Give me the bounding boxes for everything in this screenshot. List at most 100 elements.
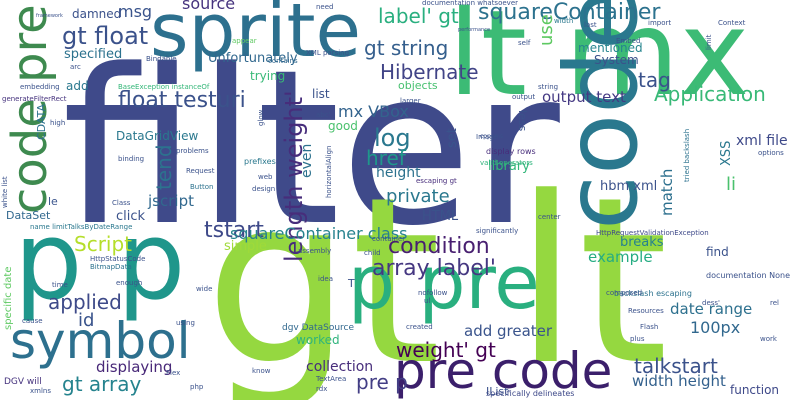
word-example: example [588, 248, 653, 266]
word-t: T [348, 277, 355, 290]
word-condition: condition [388, 234, 490, 259]
word-tag: tag [638, 68, 671, 92]
word-add-greater: add greater [464, 322, 553, 340]
word-xmlns: xmlns [30, 387, 51, 395]
word-flex: Flex [166, 369, 181, 377]
word-problems: problems [176, 147, 209, 155]
word-generatefilterrect: generateFilterRect [2, 95, 67, 103]
word-unfortunately: Unfortunately [208, 51, 298, 66]
word-options: options [758, 149, 784, 157]
word-embed: Embed [616, 37, 641, 45]
word-dgv-will: DGV will [4, 377, 42, 387]
word-hbm-xml: hbm xml [600, 179, 658, 194]
word-work: work [760, 335, 777, 343]
word-name-limittalksbydaterange: name limitTalksByDateRange [30, 223, 133, 231]
word-le: le [48, 195, 58, 208]
word-know: know [252, 367, 271, 375]
word-button: Button [190, 183, 214, 191]
word-xss: XSS [719, 140, 734, 166]
word-limit: limit [705, 34, 713, 50]
word-breaks: breaks [620, 235, 664, 250]
word-documentation-none: documentation None [706, 271, 791, 280]
word-gt-array: gt array [62, 372, 142, 396]
word-p-p: p p [14, 199, 186, 324]
word-wide: wide [196, 285, 213, 293]
word-li: li [726, 174, 737, 195]
word-pre-code: pre code [394, 342, 613, 400]
word-width-height: width height [632, 372, 726, 390]
word-symbol: symbol [10, 312, 191, 370]
word-design: design [252, 185, 276, 193]
word-documentation-whatsoever: documentation whatsoever [422, 0, 519, 7]
word-collection: collection [306, 359, 374, 375]
word-bindable: Bindable [146, 55, 177, 63]
word-center: center [538, 213, 561, 221]
word-html: HTML [422, 209, 459, 224]
word-child: child [364, 249, 381, 257]
word-abc: abc' [316, 111, 331, 119]
word-objects: objects [398, 79, 438, 92]
word-cdata: CDATA [35, 103, 48, 140]
word-less: less [516, 110, 529, 132]
word-datagridview: DataGridView [116, 129, 199, 143]
word-enough: enough [116, 279, 143, 287]
word-need: need [316, 3, 334, 11]
word-significantly: significantly [476, 227, 519, 235]
word-appear: appear [232, 37, 257, 45]
word-nofollow: nofollow [418, 289, 448, 297]
word-valid-operators: valid operators [480, 159, 533, 167]
word-rdx: rdx [316, 385, 328, 393]
word-id: id [78, 310, 95, 331]
word-binding: binding [118, 155, 145, 163]
word-larger: larger [400, 97, 421, 105]
word-match: match [658, 168, 676, 216]
word-weight-gt: weight' gt [396, 338, 496, 362]
word-ul: ul [424, 297, 431, 305]
word-worked: worked [296, 333, 340, 347]
word-textarea: TextArea [316, 375, 347, 383]
word-list: list [312, 87, 330, 101]
word-container: container [372, 235, 406, 243]
word-cppcms: cppcms [480, 133, 504, 140]
word-httprequestvalidationexception: HttpRequestValidationException [596, 229, 709, 237]
word-assembly: assembly [298, 247, 332, 255]
word-horizontalalign: horizontalAlign [325, 145, 333, 198]
word-date-range: date range [670, 300, 753, 318]
word-hibernate: Hibernate [380, 60, 479, 84]
word-performance: performance [458, 27, 491, 33]
word-prefixes: prefixes [244, 157, 276, 166]
word-web: web [258, 173, 273, 181]
word-gt-string: gt string [364, 36, 449, 60]
word-tried-backslash: tried backslash [683, 128, 691, 182]
word-msg: msg [118, 2, 153, 21]
word-gt-float: gt float [62, 22, 149, 50]
word-xml-file: xml file [736, 133, 788, 149]
word-library: library [488, 159, 530, 174]
word-log: log [374, 124, 411, 152]
word-escaping-gt: escaping gt [416, 177, 457, 185]
word-backslash-escaping: backslash escaping [614, 289, 692, 298]
word-applied: applied [48, 290, 122, 314]
word-baseexception-instanceof: BaseException instanceOf [118, 83, 210, 91]
word-last: last [584, 21, 597, 29]
word-ilist: IList [486, 385, 509, 398]
word-set: set [445, 128, 460, 148]
word-width: width [554, 17, 574, 25]
word-created: created [406, 323, 433, 331]
word-array-label: array label' [372, 256, 496, 281]
word-click: click [116, 209, 146, 224]
word-arc: arc [70, 63, 81, 71]
word-class: Class [112, 199, 131, 207]
word-context: Context [718, 19, 746, 27]
word-string: string [538, 83, 559, 91]
word-bitmapdata: BitmapData [90, 263, 132, 271]
word-trying: trying [250, 69, 286, 83]
word-height: height [376, 165, 421, 181]
word-contains: contains [268, 57, 298, 65]
word-source: source [182, 0, 236, 13]
word-output-text: output text [542, 88, 626, 106]
word-rel: rel [770, 299, 779, 307]
word-xml-parsing: XML parsing [306, 49, 350, 57]
word-add: add [66, 79, 89, 93]
